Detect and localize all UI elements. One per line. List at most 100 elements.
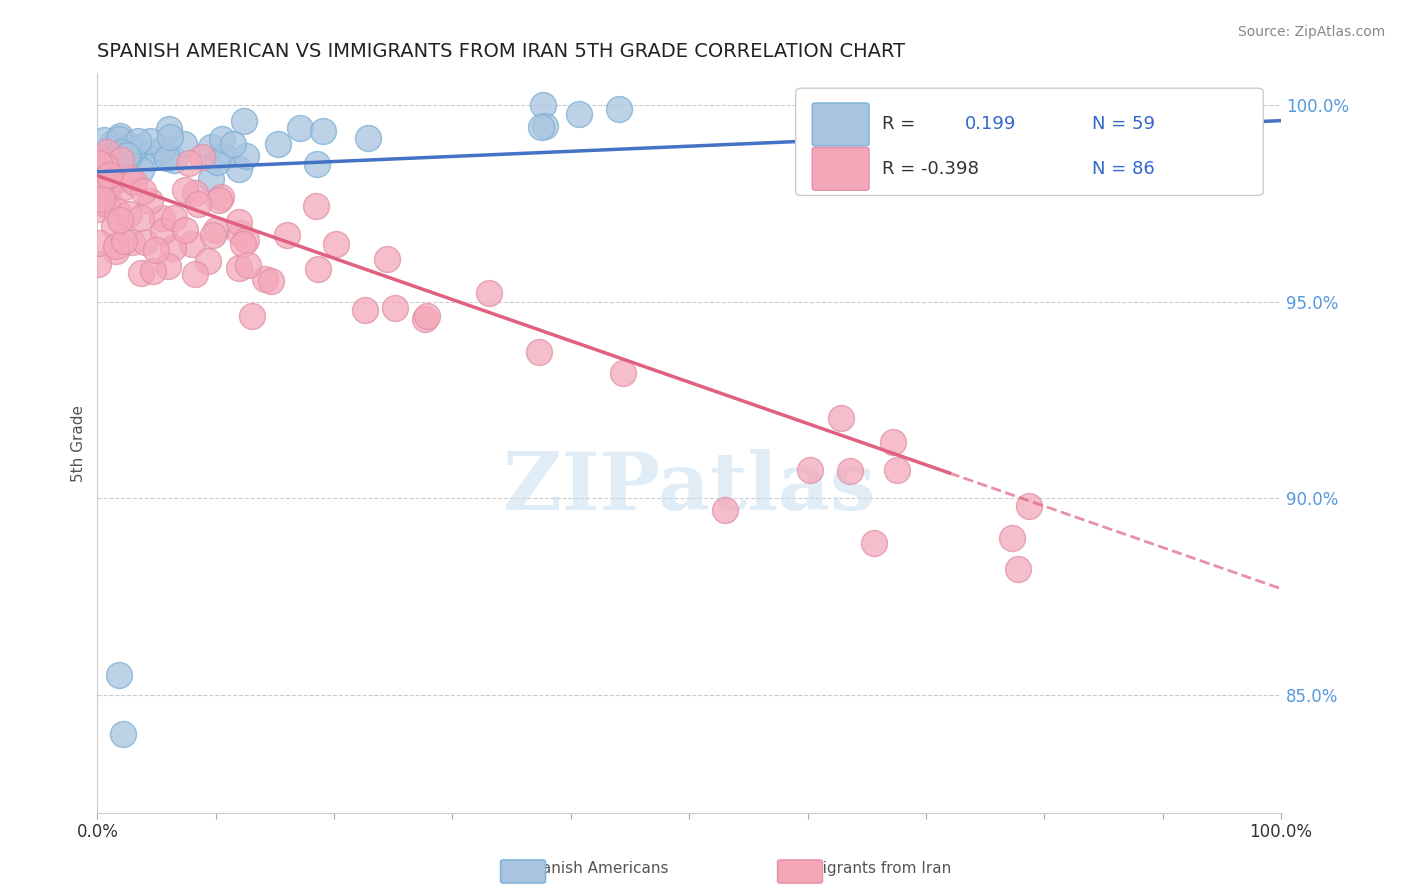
Point [713, 503, 735, 517]
Point [799, 463, 821, 477]
Point [101, 156, 124, 170]
Point [141, 151, 163, 165]
Point [415, 312, 437, 326]
Point [138, 134, 160, 148]
Point [209, 190, 232, 204]
Point [173, 183, 195, 197]
Point [259, 274, 281, 288]
Point [229, 226, 252, 240]
Point [127, 134, 149, 148]
Point [131, 266, 153, 280]
Point [200, 140, 222, 154]
Point [228, 215, 250, 229]
Point [112, 180, 135, 194]
Point [862, 535, 884, 549]
Text: ZIPatlas: ZIPatlas [503, 449, 876, 526]
Text: SPANISH AMERICAN VS IMMIGRANTS FROM IRAN 5TH GRADE CORRELATION CHART: SPANISH AMERICAN VS IMMIGRANTS FROM IRAN… [97, 42, 905, 61]
Point [108, 158, 131, 172]
Point [1001, 531, 1024, 545]
Point [233, 113, 256, 128]
Point [98, 142, 121, 156]
FancyBboxPatch shape [813, 147, 869, 190]
Point [118, 207, 141, 221]
Point [115, 162, 138, 177]
Point [354, 303, 377, 318]
Point [612, 367, 634, 381]
Point [97, 171, 120, 186]
Point [104, 147, 127, 161]
Point [114, 146, 136, 161]
Point [184, 186, 207, 201]
Point [205, 223, 228, 237]
Point [89, 156, 111, 170]
Point [120, 149, 142, 163]
Point [159, 130, 181, 145]
Text: N = 59: N = 59 [1091, 115, 1154, 134]
Point [103, 219, 125, 233]
Point [150, 211, 173, 226]
Point [228, 260, 250, 275]
Point [148, 145, 170, 159]
Point [142, 264, 165, 278]
Point [288, 121, 311, 136]
Point [163, 211, 186, 226]
Point [240, 309, 263, 323]
Point [115, 148, 138, 162]
Point [529, 120, 551, 134]
Point [100, 169, 122, 183]
Point [90, 170, 112, 185]
Point [533, 119, 555, 133]
Point [107, 668, 129, 682]
Point [108, 129, 131, 144]
Point [110, 145, 132, 159]
Text: R =: R = [882, 115, 915, 134]
Point [108, 213, 131, 227]
Point [157, 122, 180, 136]
Point [129, 162, 152, 177]
Point [276, 228, 298, 243]
Point [87, 257, 110, 271]
Point [267, 136, 290, 151]
Point [87, 202, 110, 216]
Point [90, 154, 112, 169]
Text: R = -0.398: R = -0.398 [882, 160, 979, 178]
Point [103, 163, 125, 178]
Point [307, 261, 329, 276]
Point [232, 237, 254, 252]
Point [222, 136, 245, 151]
Point [478, 286, 501, 301]
Point [124, 140, 146, 154]
Point [529, 345, 551, 359]
Point [235, 149, 257, 163]
FancyBboxPatch shape [813, 103, 869, 146]
Point [357, 131, 380, 145]
Point [191, 150, 214, 164]
Point [120, 138, 142, 153]
Point [110, 153, 132, 167]
Point [121, 235, 143, 249]
Point [89, 161, 111, 176]
Point [325, 237, 347, 252]
Point [211, 132, 233, 146]
Point [162, 241, 184, 255]
Point [200, 171, 222, 186]
Text: Immigrants from Iran: Immigrants from Iran [763, 861, 952, 876]
Point [145, 243, 167, 257]
Point [117, 150, 139, 164]
Point [882, 434, 904, 449]
Point [235, 233, 257, 247]
Point [112, 235, 135, 249]
FancyBboxPatch shape [796, 88, 1263, 195]
Point [839, 464, 862, 478]
Point [212, 148, 235, 162]
Point [131, 184, 153, 198]
Point [94, 159, 117, 173]
Point [134, 235, 156, 249]
Point [139, 194, 162, 208]
Point [236, 258, 259, 272]
Point [129, 211, 152, 225]
Point [156, 151, 179, 165]
Point [93, 133, 115, 147]
Point [830, 411, 852, 425]
Point [208, 193, 231, 207]
